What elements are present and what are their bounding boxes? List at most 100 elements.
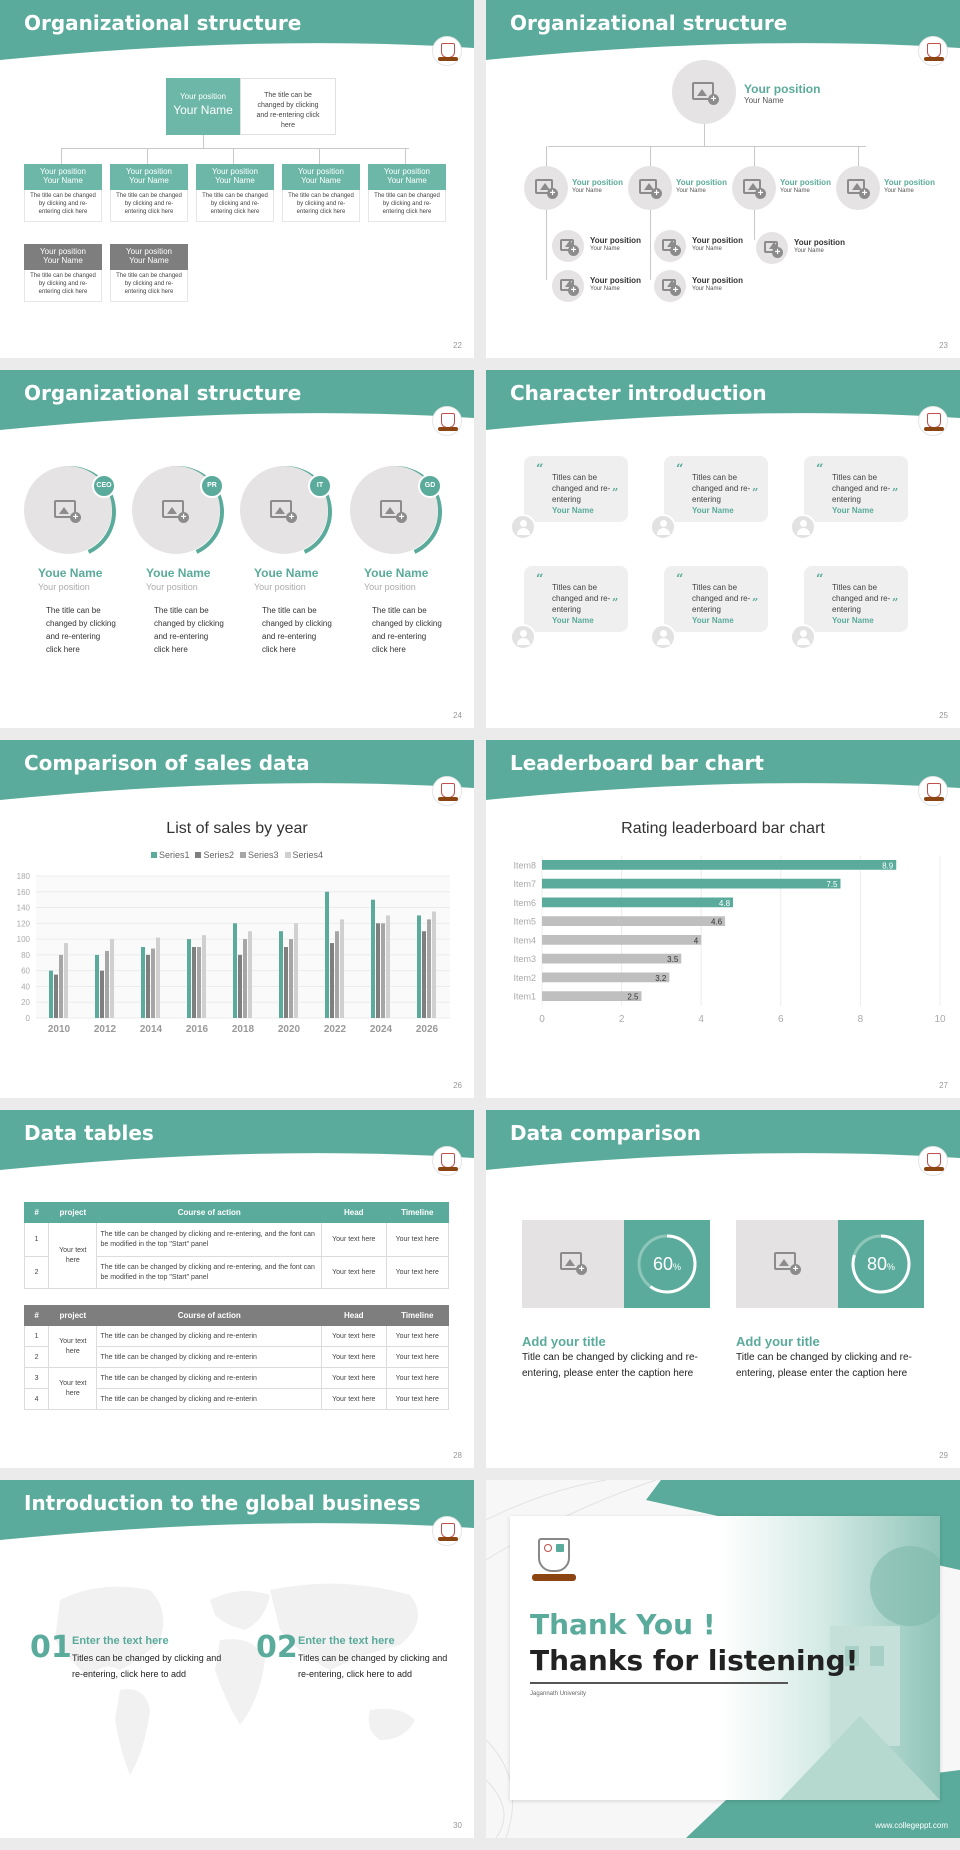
slide-thanks[interactable]: Thank You ! Thanks for listening! Jagann… [486, 1480, 960, 1838]
slide-30[interactable]: Introduction to the global business 01 En… [0, 1480, 474, 1838]
image-placeholder[interactable] [736, 1220, 838, 1308]
bar [151, 948, 155, 1018]
org-member-box[interactable]: Your position Your Name [110, 164, 188, 190]
character-card[interactable]: “ Titles can be changed and re-entering” Y… [524, 456, 628, 522]
org-member-box[interactable]: Your position Your Name [196, 164, 274, 190]
image-placeholder[interactable] [522, 1220, 624, 1308]
org-member-box[interactable]: Your position Your Name [24, 164, 102, 190]
slide-23[interactable]: Organizational structure Your position Y… [486, 0, 960, 358]
legend-swatch [150, 852, 157, 858]
member-avatar[interactable] [836, 166, 880, 210]
page-number: 23 [939, 341, 948, 350]
item-desc: Titles can be changed by clicking and re… [298, 1653, 448, 1679]
member-position: Your position [794, 238, 845, 247]
x-tick-label: 8 [858, 1014, 864, 1025]
member-position: Your position [126, 247, 172, 256]
member-desc: The title can be changed by clicking and… [110, 190, 188, 222]
member-name: Your Name [590, 286, 620, 292]
bar [284, 947, 288, 1018]
percent-value: 60 [652, 1254, 673, 1274]
y-tick-label: Item5 [513, 917, 536, 927]
row-timeline: Your text here [385, 1222, 450, 1257]
org-member-box[interactable]: Your position Your Name [368, 164, 446, 190]
website-link[interactable]: www.collegeppt.com [875, 1821, 948, 1830]
connector [754, 146, 755, 170]
slide-27[interactable]: Leaderboard bar chart Rating leaderboard… [486, 740, 960, 1098]
y-tick-label: 40 [21, 982, 30, 991]
bar [279, 931, 283, 1018]
member-position: Your position [40, 247, 86, 256]
percent-unit: % [887, 1262, 896, 1272]
card-name: Your Name [552, 616, 594, 625]
card-text: Titles can be changed and re-entering [692, 583, 751, 614]
org-member-box[interactable]: Your position Your Name [282, 164, 360, 190]
image-placeholder-icon [764, 241, 783, 258]
role-badge: PR [200, 474, 224, 498]
bar [371, 899, 375, 1018]
member-avatar[interactable] [732, 166, 776, 210]
character-card[interactable]: “ Titles can be changed and re-entering” Y… [664, 456, 768, 522]
slide-22[interactable]: Organizational structure Your position Y… [0, 0, 474, 358]
bar [192, 947, 196, 1018]
member-desc: The title can be changed by clicking and… [24, 270, 102, 302]
ring-progress [637, 1234, 697, 1294]
quote-open-icon: “ [536, 462, 544, 477]
member-avatar[interactable] [524, 166, 568, 210]
connector [61, 148, 62, 164]
university-logo [432, 406, 462, 436]
bar [156, 937, 160, 1018]
top-name: Your Name [744, 96, 784, 105]
item-title: Add your title [736, 1334, 820, 1349]
member-avatar[interactable] [628, 166, 672, 210]
table-row: 3 Your text here The title can be change… [23, 1367, 450, 1410]
data-label: 3.2 [655, 974, 667, 983]
page-number: 24 [453, 711, 462, 720]
slide-25[interactable]: Character introduction “ Titles can be ch… [486, 370, 960, 728]
bar [330, 943, 334, 1018]
col-action: Course of action [96, 1305, 323, 1326]
character-card[interactable]: “ Titles can be changed and re-entering” Y… [804, 566, 908, 632]
percent-label: 60% [624, 1254, 710, 1275]
member-avatar[interactable] [552, 230, 584, 262]
top-avatar[interactable] [672, 60, 736, 124]
bar [289, 939, 293, 1018]
slide-26[interactable]: Comparison of sales data List of sales b… [0, 740, 474, 1098]
slide-29[interactable]: Data comparison 60% Add your title Title c… [486, 1110, 960, 1468]
character-card[interactable]: “ Titles can be changed and re-entering” Y… [664, 566, 768, 632]
org-top-box[interactable]: Your position Your Name [166, 78, 240, 135]
org-member-box[interactable]: Your position Your Name [110, 244, 188, 270]
member-avatar[interactable] [654, 230, 686, 262]
character-card[interactable]: “ Titles can be changed and re-entering” Y… [524, 566, 628, 632]
page-number: 27 [939, 1081, 948, 1090]
card-name: Your Name [552, 506, 594, 515]
member-avatar[interactable] [552, 270, 584, 302]
leaderboard-bar-chart: 0 2 4 6 8 10 Item8 8.9 Item7 7.5 Item6 4.8 Item5 4.6 I… [513, 856, 946, 1025]
row-timeline: Your text here [385, 1346, 450, 1368]
y-tick-label: Item1 [513, 992, 536, 1002]
row-head: Your text here [321, 1325, 387, 1347]
slide-header: Organizational structure [486, 0, 960, 60]
person-name: Youe Name [146, 566, 211, 580]
character-card[interactable]: “ Titles can be changed and re-entering” Y… [804, 456, 908, 522]
role-badge: GD [418, 474, 442, 498]
x-tick-label: 0 [539, 1014, 545, 1025]
quote-open-icon: “ [676, 572, 684, 587]
top-position: Your position [744, 82, 821, 96]
bar [243, 939, 247, 1018]
quote-close-icon: ” [752, 486, 759, 499]
row-head: Your text here [321, 1256, 387, 1289]
avatar-icon [650, 624, 676, 650]
slide-24[interactable]: Organizational structure CEO Youe Name You… [0, 370, 474, 728]
member-avatar[interactable] [654, 270, 686, 302]
org-member-box[interactable]: Your position Your Name [24, 244, 102, 270]
avatar-icon [650, 514, 676, 540]
person-desc: The title can be changed by clicking and… [154, 606, 224, 654]
member-avatar[interactable] [756, 232, 788, 264]
member-position: Your position [590, 236, 641, 245]
thanks-card: Thank You ! Thanks for listening! Jagann… [510, 1516, 940, 1800]
legend-swatch [284, 852, 291, 858]
slide-title: Data comparison [510, 1121, 701, 1145]
member-name: Your Name [794, 248, 824, 254]
item-desc: Titles can be changed by clicking and re… [72, 1653, 222, 1679]
slide-28[interactable]: Data tables # project Course of action H… [0, 1110, 474, 1468]
